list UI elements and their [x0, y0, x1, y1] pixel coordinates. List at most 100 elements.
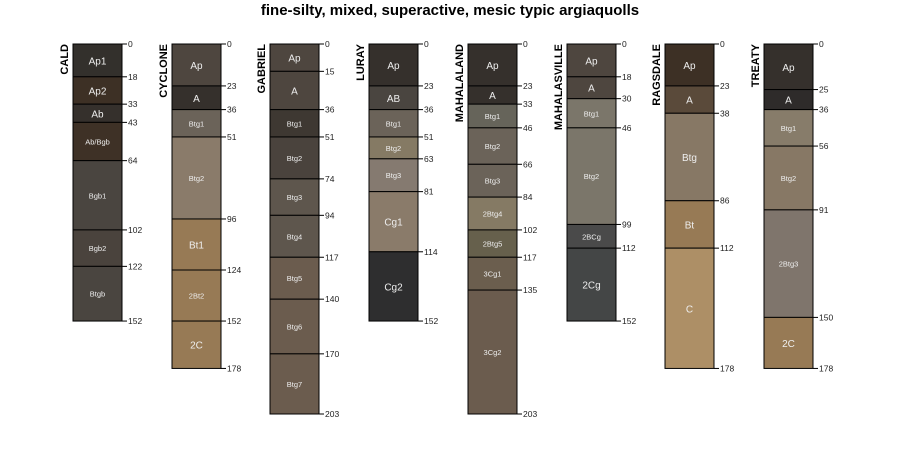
horizon-label: A [785, 96, 792, 107]
horizon-Ap [368, 43, 419, 87]
depth-tick-label: 102 [128, 225, 142, 235]
horizon-Ap [269, 43, 320, 72]
horizon-Bt [664, 200, 715, 249]
horizon-label: C [686, 304, 693, 315]
depth-tick-label: 112 [720, 243, 734, 253]
depth-tick-label: 0 [523, 39, 528, 49]
horizon-label: 2C [190, 341, 203, 352]
depth-tick-label: 178 [227, 363, 241, 373]
depth-tick-label: 152 [622, 316, 636, 326]
depth-tick-label: 152 [227, 316, 241, 326]
horizon-label: Ap1 [89, 56, 107, 67]
horizon-3Cg2 [467, 289, 518, 415]
depth-tick-label: 135 [523, 285, 537, 295]
horizon-label: 2Btg5 [483, 240, 503, 249]
horizon-label: Btgb [90, 290, 105, 299]
depth-tick-label: 23 [227, 81, 237, 91]
profile-name: MAHALALAND [454, 44, 466, 122]
depth-tick-label: 23 [720, 81, 730, 91]
horizon-label: Btg2 [386, 144, 401, 153]
horizon-Ap [664, 43, 715, 87]
horizon-Ap [171, 43, 222, 87]
horizon-label: AB [387, 94, 401, 105]
profile-name: MAHALASVILLE [553, 44, 565, 130]
horizon-label: Ap [486, 61, 499, 72]
profile-name: CALD [59, 44, 71, 75]
depth-tick-label: 86 [720, 196, 730, 206]
depth-tick-label: 96 [227, 214, 237, 224]
horizon-label: 2C [782, 339, 795, 350]
horizon-Ap [763, 43, 814, 91]
depth-tick-label: 114 [424, 247, 438, 257]
depth-tick-label: 18 [128, 72, 138, 82]
depth-tick-label: 178 [819, 363, 833, 373]
depth-tick-label: 0 [622, 39, 627, 49]
horizon-label: Btg1 [189, 119, 204, 128]
profile-name: CYCLONE [158, 44, 170, 98]
horizon-label: Ap [190, 61, 203, 72]
depth-tick-label: 66 [523, 159, 533, 169]
horizon-Btgb [72, 265, 123, 322]
depth-tick-label: 18 [622, 72, 632, 82]
profile-name: GABRIEL [256, 44, 268, 94]
depth-tick-label: 46 [523, 123, 533, 133]
horizon-Btg3 [368, 158, 419, 193]
depth-tick-label: 23 [424, 81, 434, 91]
horizon-2Btg3 [763, 209, 814, 318]
depth-tick-label: 117 [325, 252, 339, 262]
horizon-label: 2Bt2 [189, 292, 204, 301]
horizon-label: A [193, 94, 200, 105]
depth-tick-label: 46 [622, 123, 632, 133]
horizon-A [664, 85, 715, 114]
depth-tick-label: 63 [424, 154, 434, 164]
horizon-label: A [489, 91, 496, 102]
horizon-2C [171, 320, 222, 369]
horizon-label: 2Btg3 [779, 260, 799, 269]
horizon-label: Ap [288, 54, 301, 65]
horizon-Btg6 [269, 298, 320, 355]
depth-tick-label: 91 [819, 205, 829, 215]
horizon-label: Btg3 [287, 193, 302, 202]
depth-tick-label: 0 [128, 39, 133, 49]
horizon-label: Btg1 [386, 119, 401, 128]
depth-tick-label: 51 [424, 132, 434, 142]
horizon-label: Btg [682, 153, 697, 164]
horizon-label: Btg6 [287, 323, 302, 332]
profile-name: TREATY [750, 43, 762, 87]
depth-tick-label: 152 [128, 316, 142, 326]
depth-tick-label: 64 [128, 156, 138, 166]
horizon-label: Bt1 [189, 240, 204, 251]
chart-title: fine-silty, mixed, superactive, mesic ty… [260, 2, 640, 19]
depth-tick-label: 15 [325, 66, 335, 76]
horizon-label: 2BCg [582, 232, 601, 241]
horizon-Btg3 [269, 178, 320, 216]
depth-tick-label: 56 [819, 141, 829, 151]
depth-tick-label: 36 [819, 105, 829, 115]
depth-tick-label: 36 [424, 105, 434, 115]
horizon-label: Ab [91, 109, 104, 120]
depth-tick-label: 33 [523, 99, 533, 109]
horizon-2C [763, 316, 814, 369]
depth-tick-label: 94 [325, 210, 335, 220]
horizon-Cg2 [368, 251, 419, 322]
depth-tick-label: 203 [523, 409, 537, 419]
horizon-label: Btg2 [584, 172, 599, 181]
horizon-Cg1 [368, 191, 419, 253]
depth-tick-label: 51 [325, 132, 335, 142]
horizon-Btg7 [269, 353, 320, 415]
depth-tick-label: 0 [424, 39, 429, 49]
horizon-label: Btg2 [781, 174, 796, 183]
profile-name: RAGSDALE [651, 44, 663, 106]
depth-tick-label: 36 [227, 105, 237, 115]
depth-tick-label: 0 [325, 39, 330, 49]
horizon-label: Ab/Bgb [85, 138, 110, 147]
horizon-label: A [588, 84, 595, 95]
horizon-label: Cg2 [384, 282, 403, 293]
depth-tick-label: 140 [325, 294, 339, 304]
depth-tick-label: 102 [523, 225, 537, 235]
depth-tick-label: 36 [325, 105, 335, 115]
depth-tick-label: 170 [325, 349, 339, 359]
horizon-label: Btg7 [287, 380, 302, 389]
horizon-label: Cg1 [384, 218, 403, 229]
